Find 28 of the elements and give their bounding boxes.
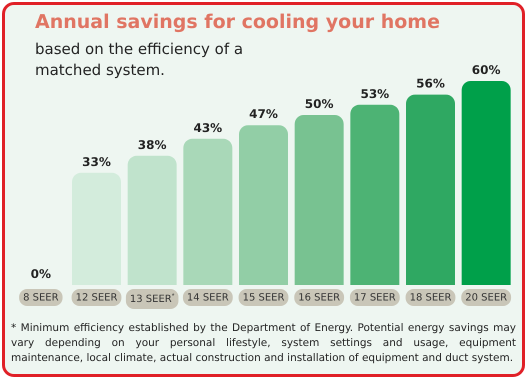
x-tick-label: 15 SEER [242,292,284,304]
data-label: 38% [138,138,167,152]
bar [462,81,511,285]
bar [72,172,121,285]
data-label: 53% [360,86,390,101]
bar [350,104,400,285]
x-tick-label: 8 SEER [23,292,59,304]
x-tick-label: 17 SEER [354,292,396,304]
bar [128,156,177,285]
bar [406,94,455,285]
data-label: 43% [193,120,222,135]
chart-title: Annual savings for cooling your home [35,11,440,33]
data-label: 60% [472,63,501,77]
x-tick-label: 12 SEER [76,292,118,304]
x-tick-label: 18 SEER [410,292,452,304]
data-label: 33% [82,154,111,169]
data-label: 50% [304,97,334,111]
data-label: 0% [30,267,52,281]
x-tick-label: 14 SEER [186,292,229,304]
bar [183,138,232,285]
x-tick-label: 16 SEER [298,292,340,304]
bar [239,125,288,285]
data-label: 56% [416,76,445,91]
chart-subtitle: based on the efficiency of a matched system. [35,39,244,81]
data-label: 47% [249,107,278,122]
x-tick-label: 20 SEER [465,292,508,304]
text: * Minimum efficiency established by the Department of Energy. Potential energy savings may vary depending on your personal lifestyle, system settings and usage, equipment maintenance, local climate, actual construction and installation of equipment and duct system. [11,321,516,366]
bar [294,115,344,285]
